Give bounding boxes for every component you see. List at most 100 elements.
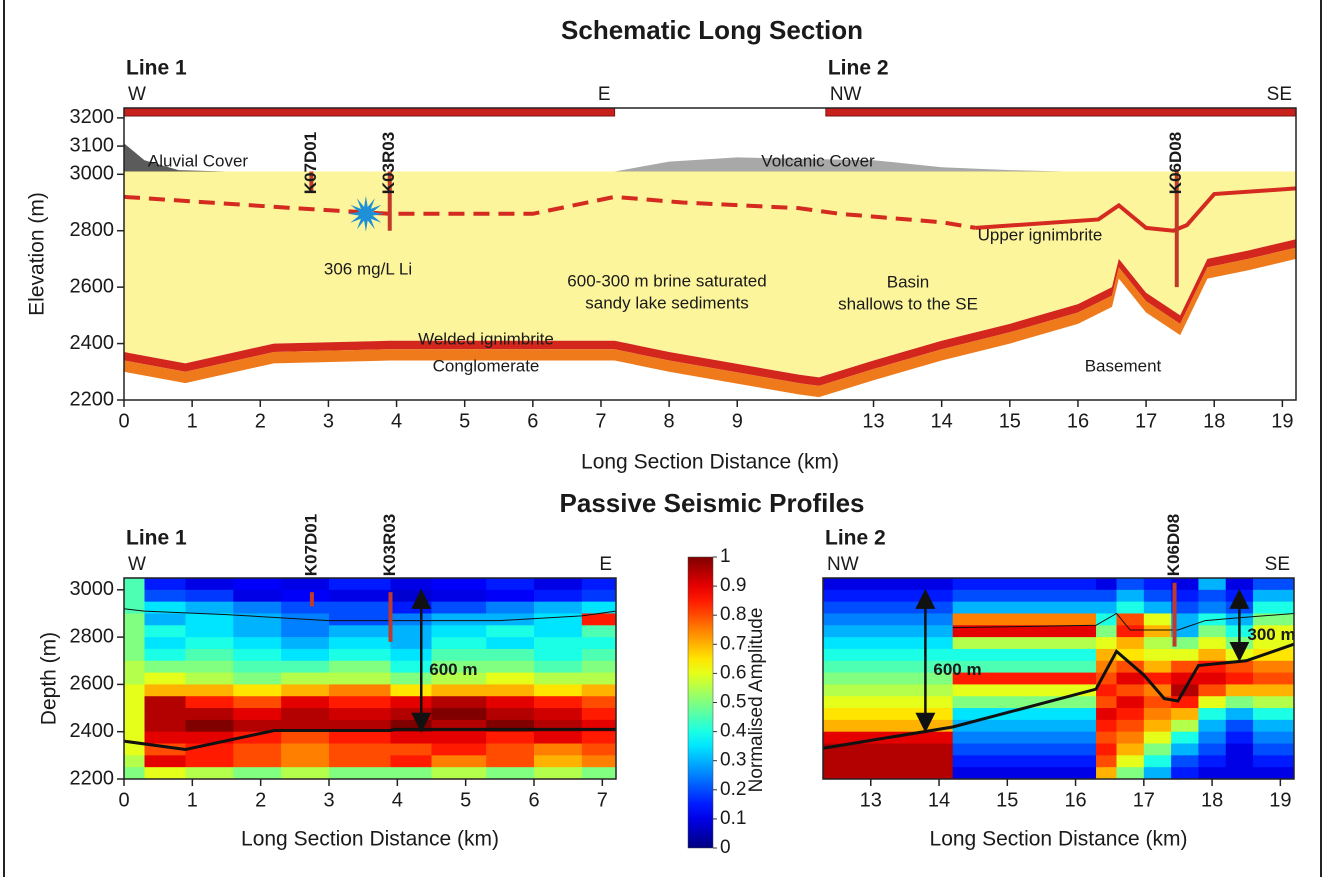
- x-tick-label: 1: [187, 789, 198, 811]
- heat-cell: [486, 578, 535, 591]
- heat-cell: [823, 708, 954, 721]
- x-tick-label: 19: [1271, 410, 1293, 432]
- heat-cell: [281, 589, 330, 603]
- annotation: shallows to the SE: [838, 294, 978, 313]
- heat-cell: [581, 672, 617, 685]
- heat-cell: [581, 578, 617, 591]
- heat-cell: [1116, 613, 1145, 626]
- heat-cell: [281, 672, 330, 685]
- heat-cell: [1171, 660, 1199, 674]
- heat-cell: [1143, 648, 1172, 662]
- plot-frame: [822, 577, 1295, 780]
- heat-cell: [329, 731, 391, 745]
- heat-cell: [952, 684, 1097, 697]
- heat-cell: [1198, 731, 1227, 745]
- y-tick-label: 3200: [70, 106, 115, 128]
- x-tick-label: 6: [528, 789, 539, 811]
- heat-cell: [144, 660, 186, 674]
- heat-cell: [1225, 755, 1254, 768]
- heat-cell: [952, 767, 1097, 780]
- heat-cell: [1253, 613, 1295, 626]
- heat-cell: [124, 719, 145, 733]
- heat-cell: [486, 637, 535, 650]
- heat-cell: [1253, 648, 1295, 662]
- heat-cell: [144, 648, 186, 662]
- x-tick-label: 3: [323, 789, 334, 811]
- heat-cell: [486, 684, 535, 697]
- y-axis-label: Depth (m): [38, 632, 61, 725]
- heat-cell: [823, 767, 954, 780]
- contact-line: [123, 194, 977, 230]
- heat-cell: [1096, 731, 1118, 745]
- y-tick-label: 2600: [70, 673, 115, 695]
- heat-cell: [431, 684, 487, 697]
- heat-cell: [281, 708, 330, 721]
- annotation: 600-300 m brine saturated: [567, 271, 766, 290]
- heat-cell: [1116, 578, 1145, 591]
- heat-cell: [431, 613, 487, 626]
- heat-cell: [534, 578, 583, 591]
- heat-cell: [1171, 767, 1199, 780]
- heat-cell: [534, 648, 583, 662]
- x-tick-label: 17: [1133, 789, 1155, 811]
- layer: [124, 171, 1296, 378]
- heat-cell: [1225, 672, 1254, 685]
- heat-cell: [1143, 601, 1172, 614]
- heat-cell: [1198, 589, 1227, 603]
- colorbar-tick-label: 0.6: [720, 662, 746, 683]
- heat-cell: [1096, 708, 1118, 721]
- heat-cell: [281, 684, 330, 697]
- heat-cell: [124, 660, 145, 674]
- heat-cell: [329, 672, 391, 685]
- x-tick-label: 13: [860, 789, 882, 811]
- sample-star: [347, 195, 384, 232]
- heat-cell: [185, 589, 234, 603]
- heat-cell: [1096, 684, 1118, 697]
- heat-cell: [1198, 672, 1227, 685]
- colorbar-tick-label: 0.3: [720, 750, 746, 771]
- heat-cell: [1096, 578, 1118, 591]
- heat-cell: [1116, 743, 1145, 756]
- section-name: Line 2: [828, 57, 889, 80]
- contact-line: [975, 186, 1297, 233]
- heat-cell: [329, 637, 391, 650]
- plot-frame: [123, 107, 1297, 401]
- heat-cell: [144, 696, 186, 709]
- heat-cell: [581, 708, 617, 721]
- annotation: Upper ignimbrite: [978, 225, 1103, 244]
- heat-cell: [124, 743, 145, 756]
- heat-cell: [233, 637, 282, 650]
- heat-cell: [329, 625, 391, 638]
- x-axis-label: Long Section Distance (km): [241, 828, 499, 851]
- heat-cell: [1198, 755, 1227, 768]
- heat-cell: [390, 660, 432, 674]
- heat-cell: [1225, 708, 1254, 721]
- heat-cell: [124, 613, 145, 626]
- heat-cell: [233, 708, 282, 721]
- y-tick-label: 2600: [70, 275, 115, 297]
- heat-cell: [185, 696, 234, 709]
- heat-cell: [185, 637, 234, 650]
- layer-label: Aluvial Cover: [148, 151, 248, 170]
- heat-cell: [486, 625, 535, 638]
- heat-cell: [281, 755, 330, 768]
- heat-cell: [1171, 637, 1199, 650]
- heat-cell: [486, 589, 535, 603]
- colorbar-tick-label: 0.9: [720, 575, 746, 596]
- heat-cell: [329, 696, 391, 709]
- y-tick-label: 3000: [70, 578, 115, 600]
- heat-cell: [952, 719, 1097, 733]
- heat-cell: [1253, 578, 1295, 591]
- heat-cell: [144, 708, 186, 721]
- x-tick-label: 8: [664, 410, 675, 432]
- heat-cell: [952, 601, 1097, 614]
- heat-cell: [1143, 589, 1172, 603]
- heat-cell: [1198, 625, 1227, 638]
- heat-cell: [486, 767, 535, 780]
- heat-cell: [185, 684, 234, 697]
- heat-cell: [1171, 589, 1199, 603]
- colorbar-tick-label: 0.7: [720, 633, 746, 654]
- heat-cell: [1253, 755, 1295, 768]
- heat-cell: [144, 601, 186, 614]
- heat-cell: [1171, 743, 1199, 756]
